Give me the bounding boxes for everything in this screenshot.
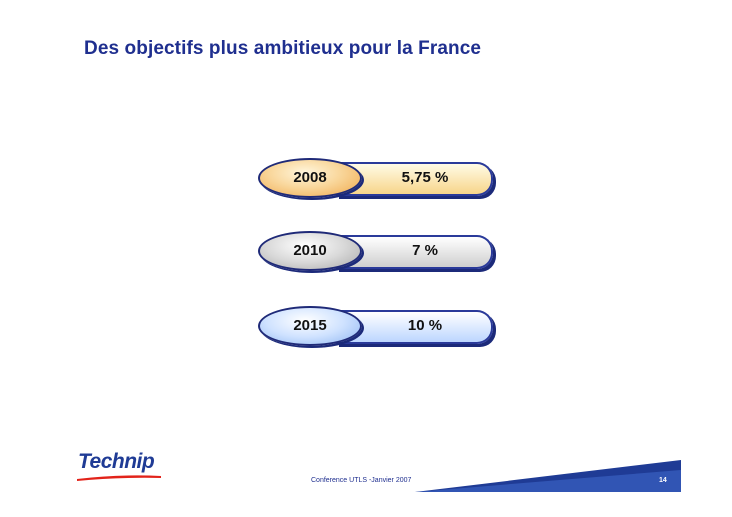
value-pill	[336, 310, 493, 344]
slide-title: Des objectifs plus ambitieux pour la Fra…	[84, 38, 482, 59]
logo-text: Technip	[78, 450, 155, 473]
year-ellipse	[258, 306, 362, 346]
value-pill	[336, 235, 493, 269]
page-number: 14	[659, 477, 667, 484]
year-label: 2010	[293, 242, 327, 259]
percent-value: 10 %	[407, 317, 443, 334]
percent-value: 5,75 %	[401, 169, 449, 186]
footer-text: Conference UTLS -Janvier 2007	[311, 477, 412, 484]
target-row-2008: 2008 5,75 %	[258, 158, 496, 200]
percent-value: 7 %	[412, 242, 438, 259]
year-label: 2015	[293, 317, 327, 334]
logo-swoosh-icon	[77, 475, 161, 481]
year-ellipse	[258, 158, 362, 198]
technip-logo: Technip	[77, 450, 161, 481]
target-row-2015: 2015 10 %	[258, 306, 496, 348]
year-ellipse	[258, 231, 362, 271]
year-label: 2008	[293, 169, 327, 186]
value-pill	[336, 162, 493, 196]
target-row-2010: 2010 7 %	[258, 231, 496, 273]
